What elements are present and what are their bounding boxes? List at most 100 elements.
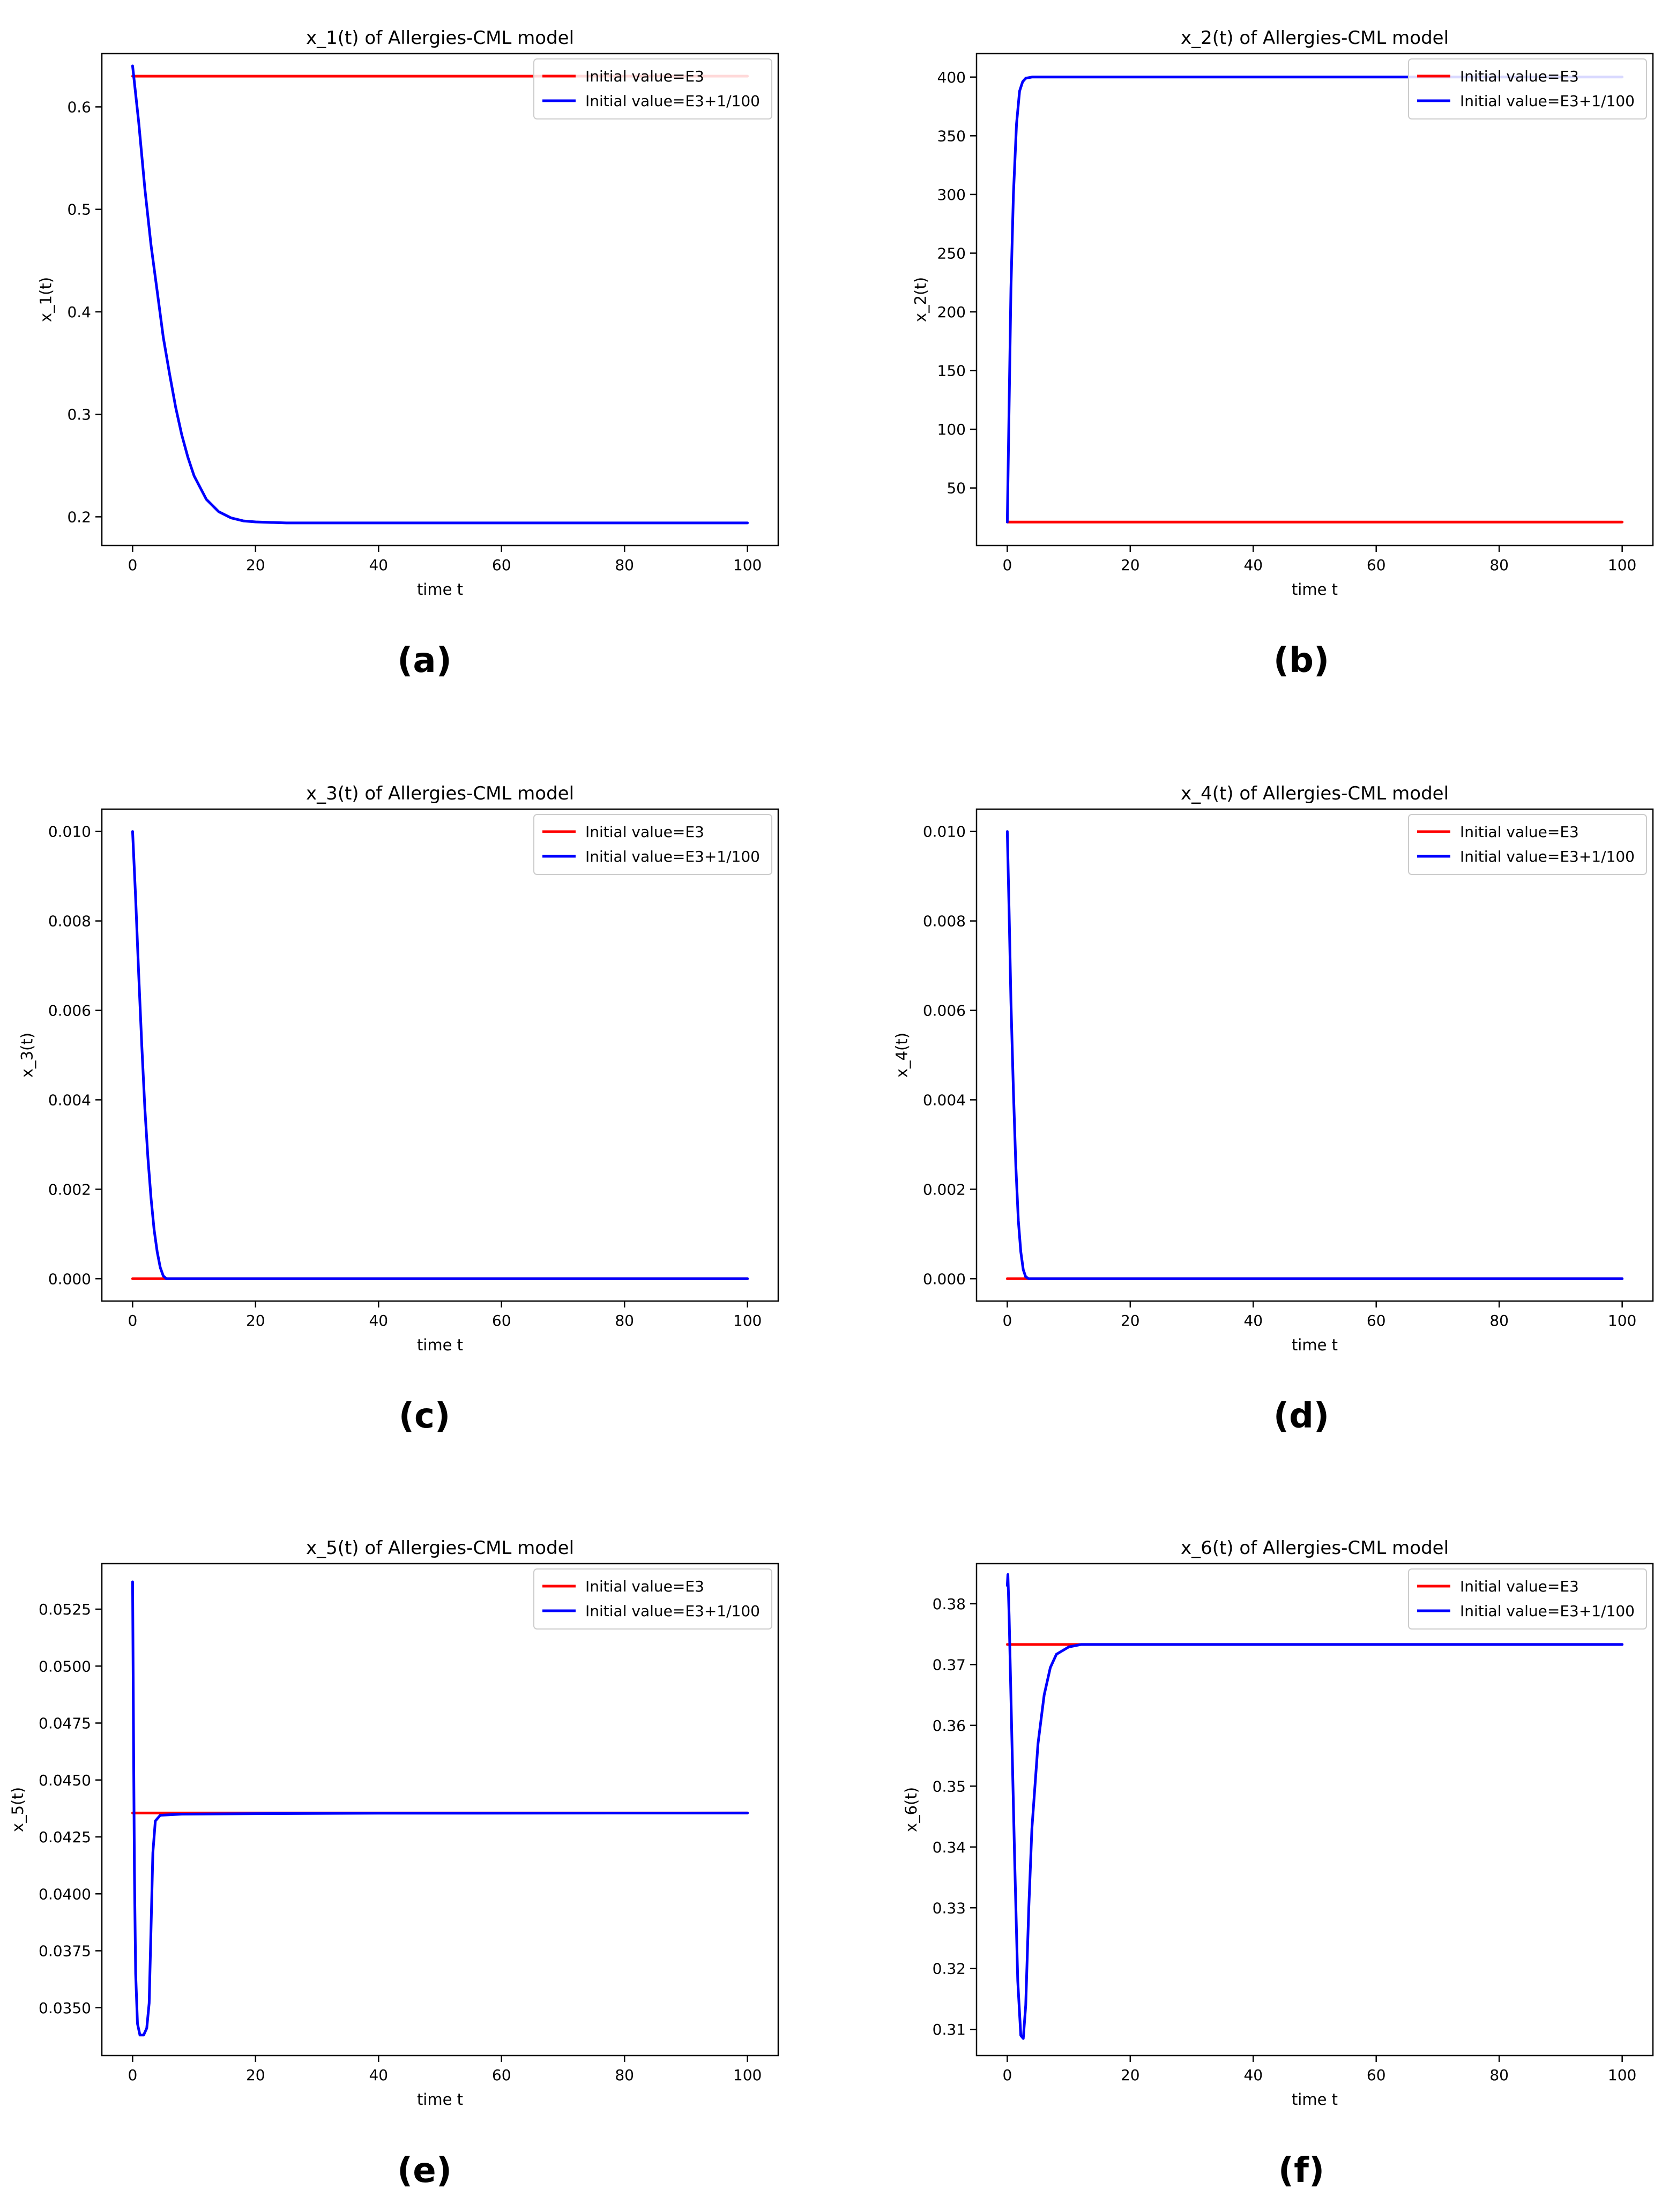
series-group — [131, 830, 749, 1280]
plot-frame — [101, 1563, 779, 2057]
plot-frame — [975, 53, 1654, 547]
y-tick-label: 0.008 — [48, 913, 91, 930]
x-tick-label: 60 — [492, 2066, 511, 2084]
y-tick-label: 0.010 — [923, 823, 966, 841]
x-tick-label: 20 — [246, 2066, 265, 2084]
subfigure-caption: (e) — [397, 2151, 452, 2191]
series-group — [1005, 830, 1624, 1280]
series-group — [1005, 76, 1624, 524]
x-tick-label: 0 — [128, 1312, 137, 1329]
x-axis-label: time t — [417, 2090, 463, 2109]
chart-4: 0 20 40 60 80 100 0.000 0.002 0.004 0.006 0.008 0.0… — [893, 783, 1654, 1436]
x-tick-label: 80 — [615, 556, 634, 574]
legend: Initial value=E3 Initial value=E3+1/100 — [533, 1568, 772, 1630]
series-line-e3-perturbed — [131, 1580, 749, 2037]
x-tick-label: 40 — [1243, 2066, 1263, 2084]
x-tick-label: 80 — [1489, 1312, 1509, 1329]
y-tick-label: 0.0375 — [39, 1942, 91, 1960]
y-tick-label: 0.2 — [67, 508, 91, 526]
legend-entry: Initial value=E3 — [1460, 68, 1579, 85]
x-tick-label: 80 — [615, 2066, 634, 2084]
y-tick-label: 0.3 — [67, 406, 91, 423]
series-group — [1005, 1573, 1624, 2040]
x-tick-label: 40 — [369, 2066, 388, 2084]
y-tick-label: 350 — [937, 127, 966, 145]
x-tick-label: 20 — [1121, 2066, 1140, 2084]
x-tick-label: 0 — [128, 2066, 137, 2084]
y-tick-label: 0.36 — [933, 1717, 966, 1735]
y-tick-label: 0.34 — [933, 1839, 966, 1856]
subfigure-caption: (d) — [1273, 1396, 1329, 1436]
chart-title: x_3(t) of Allergies-CML model — [306, 783, 574, 804]
legend-entry: Initial value=E3+1/100 — [585, 848, 760, 865]
subfigure-caption: (f) — [1278, 2151, 1324, 2191]
plot-frame — [975, 1563, 1654, 2057]
x-axis-label: time t — [1292, 580, 1338, 599]
y-tick-label: 0.33 — [933, 1899, 966, 1917]
y-tick-label: 0.6 — [67, 98, 91, 116]
x-tick-label: 60 — [1367, 556, 1386, 574]
y-tick-label: 0.0475 — [39, 1715, 91, 1732]
legend: Initial value=E3 Initial value=E3+1/100 — [533, 58, 772, 119]
x-tick-label: 60 — [492, 556, 511, 574]
y-tick-label: 0.010 — [48, 823, 91, 841]
legend: Initial value=E3 Initial value=E3+1/100 — [533, 814, 772, 875]
y-tick-label: 0.002 — [48, 1180, 91, 1198]
y-tick-label: 0.004 — [923, 1091, 966, 1109]
x-tick-label: 100 — [733, 1312, 762, 1329]
x-tick-label: 100 — [733, 556, 762, 574]
y-tick-label: 0.0425 — [39, 1828, 91, 1846]
legend: Initial value=E3 Initial value=E3+1/100 — [1408, 58, 1647, 119]
legend-box — [533, 814, 772, 875]
x-tick-label: 80 — [1489, 556, 1509, 574]
x-tick-label: 20 — [246, 556, 265, 574]
y-tick-label: 0.0500 — [39, 1657, 91, 1675]
series-line-e3-perturbed — [131, 64, 749, 525]
y-tick-label: 200 — [937, 303, 966, 321]
x-tick-label: 100 — [733, 2066, 762, 2084]
subfigure-caption: (c) — [399, 1396, 450, 1436]
legend-box — [533, 58, 772, 119]
y-axis-label: x_4(t) — [893, 1033, 911, 1078]
legend: Initial value=E3 Initial value=E3+1/100 — [1408, 1568, 1647, 1630]
legend-box — [1408, 1568, 1647, 1630]
y-axis-label: x_1(t) — [37, 277, 55, 322]
legend-entry: Initial value=E3 — [585, 68, 704, 85]
y-tick-label: 250 — [937, 244, 966, 262]
legend-entry: Initial value=E3 — [585, 1578, 704, 1595]
x-tick-label: 0 — [1002, 556, 1012, 574]
y-tick-label: 0.38 — [933, 1595, 966, 1613]
plot-frame — [101, 53, 779, 547]
x-tick-label: 100 — [1608, 2066, 1636, 2084]
y-tick-label: 0.004 — [48, 1091, 91, 1109]
legend-entry: Initial value=E3 — [1460, 823, 1579, 841]
y-axis-label: x_2(t) — [912, 277, 930, 322]
y-tick-label: 0.006 — [923, 1002, 966, 1020]
legend-entry: Initial value=E3+1/100 — [1460, 1602, 1635, 1620]
y-axis-label: x_6(t) — [902, 1787, 920, 1832]
y-tick-label: 50 — [947, 480, 966, 497]
series-line-e3-perturbed — [1005, 830, 1624, 1280]
y-tick-label: 0.0400 — [39, 1885, 91, 1903]
subfigure-caption: (b) — [1273, 641, 1329, 681]
x-tick-label: 20 — [1121, 556, 1140, 574]
x-tick-label: 40 — [1243, 1312, 1263, 1329]
series-group — [131, 1580, 749, 2037]
plot-frame — [975, 808, 1654, 1302]
x-tick-label: 60 — [1367, 2066, 1386, 2084]
series-line-e3-perturbed — [1005, 76, 1624, 524]
legend-entry: Initial value=E3 — [1460, 1578, 1579, 1595]
legend-box — [1408, 58, 1647, 119]
legend-box — [533, 1568, 772, 1630]
chart-6: 0 20 40 60 80 100 0.31 0.32 0.33 0.34 0.35 0.36 0.37… — [902, 1537, 1654, 2191]
x-tick-label: 40 — [1243, 556, 1263, 574]
chart-2: 0 20 40 60 80 100 50 100 150 200 250 300 350 400 x_2(t… — [912, 27, 1654, 681]
x-tick-label: 80 — [1489, 2066, 1509, 2084]
y-tick-label: 0.008 — [923, 913, 966, 930]
chart-title: x_5(t) of Allergies-CML model — [306, 1537, 574, 1559]
x-tick-label: 60 — [1367, 1312, 1386, 1329]
y-axis-label: x_5(t) — [9, 1787, 27, 1832]
chart-title: x_4(t) of Allergies-CML model — [1181, 783, 1449, 804]
y-tick-label: 0.000 — [923, 1270, 966, 1288]
